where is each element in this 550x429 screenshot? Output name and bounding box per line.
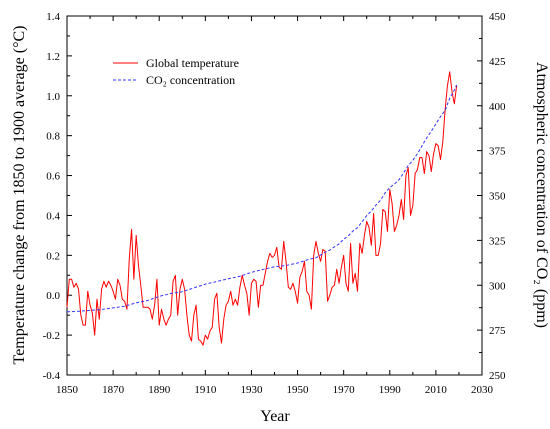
legend-label-temperature: Global temperature [146,56,239,70]
y-tick-label: 0.4 [46,210,60,222]
y-tick-label: 1.2 [46,51,60,63]
x-tick-label: 2010 [425,384,448,396]
x-axis-title: Year [260,408,290,425]
y-tick-label: -0.2 [43,330,60,342]
axes: 1850 1870 1890 1910 1930 1950 1970 1990 2010 2030… [43,11,506,396]
y-tick-label: 0.6 [46,171,60,183]
legend-label-co2: CO₂ concentration [146,73,235,87]
x-tick-label: 1910 [194,384,217,396]
x-tick-label: 1870 [102,384,125,396]
y2-tick-label: 375 [489,146,506,158]
plot-frame [66,15,483,376]
y-tick-label: 0.0 [46,290,60,302]
y-tick-label: -0.4 [43,370,61,382]
y2-axis-title: Atmospheric concentration of CO₂ (ppm) [533,62,550,328]
x-tick-label: 2030 [471,384,494,396]
y-axis-title: Temperature change from 1850 to 1900 ave… [11,26,28,365]
y2-tick-label: 425 [489,56,506,68]
co2-line [66,84,458,313]
x-tick-label: 1990 [379,384,402,396]
temperature-line [66,71,458,346]
y2-tick-label: 325 [489,235,506,247]
y-tick-label: 1.0 [46,91,60,103]
y2-tick-label: 300 [489,280,506,292]
y-tick-label: 0.2 [46,250,60,262]
y2-tick-label: 400 [489,101,506,113]
y2-tick-label: 250 [489,370,506,382]
y-tick-label: 1.4 [46,11,60,23]
x-tick-label: 1890 [148,384,171,396]
x-tick-label: 1850 [56,384,79,396]
x-tick-label: 1970 [333,384,356,396]
y2-tick-label: 275 [489,325,506,337]
series-layer [66,71,458,346]
y2-tick-label: 350 [489,191,506,203]
y2-tick-label: 450 [489,11,506,23]
legend: Global temperature CO₂ concentration [113,56,239,87]
x-tick-label: 1930 [240,384,263,396]
y-tick-label: 0.8 [46,131,60,143]
x-tick-label: 1950 [287,384,310,396]
